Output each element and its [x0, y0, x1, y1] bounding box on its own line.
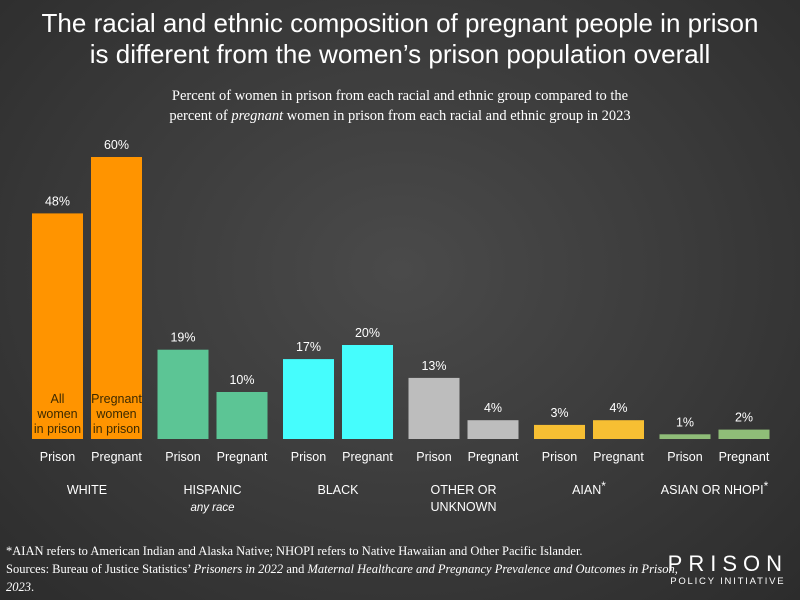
inside-label-pregnant: in prison — [93, 422, 140, 436]
source-2: Maternal Healthcare and Pregnancy Preval… — [6, 562, 678, 594]
bar-asian-or-nhopi-prison — [659, 434, 711, 439]
subtitle-emphasis: pregnant — [231, 108, 284, 124]
bar-category-label: Prison — [542, 450, 577, 464]
bar-category-label: Prison — [165, 450, 200, 464]
source-1: Prisoners in 2022 — [193, 562, 284, 576]
value-label-black-pregnant: 20% — [355, 326, 380, 340]
value-label-asian-or-nhopi-pregnant: 2% — [735, 411, 753, 425]
bar-black-pregnant — [342, 345, 393, 439]
value-label-aian-pregnant: 4% — [609, 401, 627, 415]
prison-policy-logo: PRISON POLICY INITIATIVE — [668, 552, 788, 588]
bar-category-label: Prison — [291, 450, 326, 464]
chart-title: The racial and ethnic composition of pre… — [0, 8, 800, 70]
value-label-hispanic-pregnant: 10% — [229, 373, 254, 387]
sources-pre: Sources: Bureau of Justice Statistics’ — [6, 562, 194, 576]
bar-category-label: Prison — [667, 450, 702, 464]
bar-other-or-pregnant — [467, 420, 519, 439]
inside-label-prison: women — [36, 407, 77, 421]
group-label-asian-or-nhopi: ASIAN OR NHOPI* — [661, 479, 769, 497]
bar-aian-prison — [534, 424, 585, 439]
group-label-white: WHITE — [67, 483, 107, 497]
value-label-hispanic-prison: 19% — [170, 331, 195, 345]
footnote: *AIAN refers to American Indian and Alas… — [6, 542, 686, 596]
bar-aian-pregnant — [593, 420, 644, 439]
inside-label-prison: in prison — [34, 422, 81, 436]
group-label-black: BLACK — [318, 483, 360, 497]
bar-category-label: Pregnant — [342, 450, 393, 464]
value-label-black-prison: 17% — [296, 340, 321, 354]
group-label-other-or: OTHER OR — [431, 483, 497, 497]
sources-mid: and — [283, 562, 308, 576]
group-label-aian: AIAN* — [572, 479, 606, 497]
value-label-white-pregnant: 60% — [104, 138, 129, 152]
chart-subtitle: Percent of women in prison from each rac… — [0, 86, 800, 126]
inside-label-prison: All — [51, 392, 65, 406]
bar-white-pregnant — [91, 157, 142, 439]
group-label-hispanic: HISPANIC — [183, 483, 241, 497]
value-label-other-or-prison: 13% — [421, 359, 446, 373]
sources-post: . — [31, 580, 35, 594]
bar-hispanic-prison — [157, 349, 209, 439]
subtitle-line-1: Percent of women in prison from each rac… — [171, 88, 629, 104]
logo-line-2: POLICY INITIATIVE — [670, 576, 786, 587]
bar-category-label: Prison — [40, 450, 75, 464]
bar-other-or-prison — [408, 377, 460, 439]
bar-white-prison — [32, 213, 83, 439]
bar-category-label: Pregnant — [719, 450, 770, 464]
bar-hispanic-pregnant — [216, 392, 268, 439]
title-line-1: The racial and ethnic composition of pre… — [41, 8, 759, 38]
value-label-white-prison: 48% — [45, 194, 70, 208]
bar-category-label: Pregnant — [91, 450, 142, 464]
group-label-line2-other-or: UNKNOWN — [431, 500, 497, 514]
inside-label-pregnant: Pregnant — [91, 392, 142, 406]
bar-black-prison — [283, 359, 334, 439]
value-label-asian-or-nhopi-prison: 1% — [676, 415, 694, 429]
value-label-aian-prison: 3% — [550, 406, 568, 420]
bar-category-label: Pregnant — [217, 450, 268, 464]
sources-note: Sources: Bureau of Justice Statistics’ P… — [6, 560, 686, 596]
bar-category-label: Pregnant — [593, 450, 644, 464]
bar-category-label: Prison — [416, 450, 451, 464]
aian-note: *AIAN refers to American Indian and Alas… — [6, 544, 583, 558]
subtitle-line-2: percent of pregnant women in prison from… — [0, 106, 800, 126]
group-sublabel-hispanic: any race — [190, 502, 234, 514]
title-line-2: is different from the women’s prison pop… — [89, 39, 711, 69]
logo-line-1: PRISON — [667, 551, 788, 576]
subtitle-post: women in prison from each racial and eth… — [283, 108, 631, 124]
subtitle-pre: percent of — [169, 108, 232, 124]
bar-asian-or-nhopi-pregnant — [718, 429, 770, 439]
bar-category-label: Pregnant — [468, 450, 519, 464]
value-label-other-or-pregnant: 4% — [484, 401, 502, 415]
inside-label-pregnant: women — [95, 407, 136, 421]
